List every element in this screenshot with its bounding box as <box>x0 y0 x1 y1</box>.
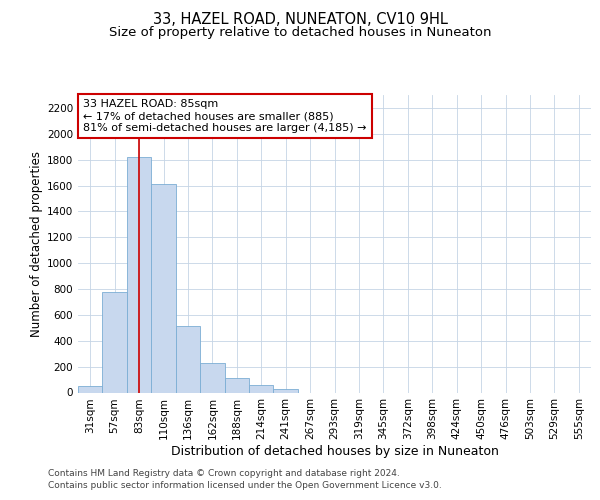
Bar <box>249 386 274 392</box>
Bar <box>224 378 249 392</box>
Text: 33, HAZEL ROAD, NUNEATON, CV10 9HL: 33, HAZEL ROAD, NUNEATON, CV10 9HL <box>152 12 448 28</box>
Bar <box>103 292 127 392</box>
Y-axis label: Number of detached properties: Number of detached properties <box>30 151 43 337</box>
Bar <box>78 386 103 392</box>
Bar <box>151 184 176 392</box>
Bar <box>176 326 200 392</box>
Bar <box>274 389 298 392</box>
Text: Contains HM Land Registry data © Crown copyright and database right 2024.: Contains HM Land Registry data © Crown c… <box>48 469 400 478</box>
X-axis label: Distribution of detached houses by size in Nuneaton: Distribution of detached houses by size … <box>170 445 499 458</box>
Text: Size of property relative to detached houses in Nuneaton: Size of property relative to detached ho… <box>109 26 491 39</box>
Text: 33 HAZEL ROAD: 85sqm
← 17% of detached houses are smaller (885)
81% of semi-deta: 33 HAZEL ROAD: 85sqm ← 17% of detached h… <box>83 100 367 132</box>
Bar <box>200 363 224 392</box>
Text: Contains public sector information licensed under the Open Government Licence v3: Contains public sector information licen… <box>48 481 442 490</box>
Bar <box>127 157 151 392</box>
